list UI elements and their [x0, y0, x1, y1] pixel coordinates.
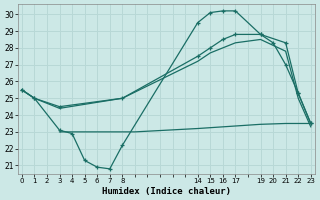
X-axis label: Humidex (Indice chaleur): Humidex (Indice chaleur): [102, 187, 231, 196]
